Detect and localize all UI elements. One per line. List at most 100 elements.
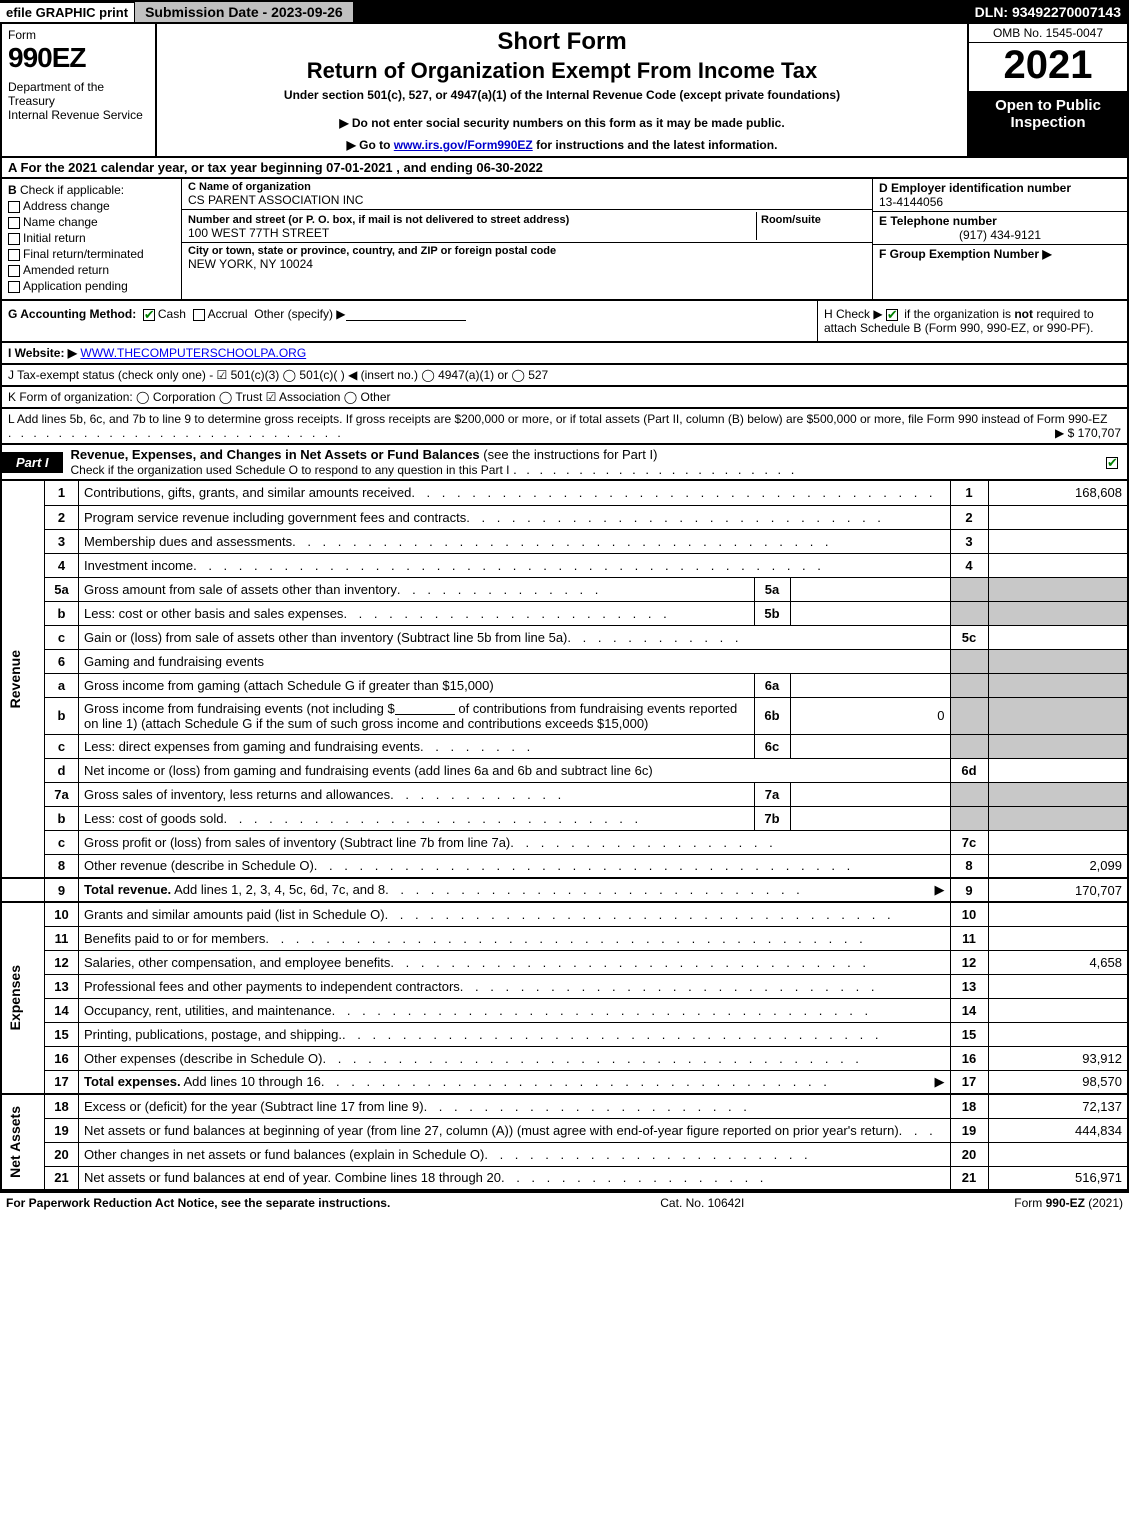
efile-label: efile GRAPHIC print xyxy=(0,3,134,22)
form-number: 990EZ xyxy=(8,42,149,74)
top-bar: efile GRAPHIC print Submission Date - 20… xyxy=(0,0,1129,24)
row-14: 14 Occupancy, rent, utilities, and maint… xyxy=(1,998,1128,1022)
l-text: L Add lines 5b, 6c, and 7b to line 9 to … xyxy=(8,412,1107,426)
chk-h[interactable] xyxy=(886,309,898,321)
row-21: 21 Net assets or fund balances at end of… xyxy=(1,1166,1128,1190)
row-10: Expenses 10 Grants and similar amounts p… xyxy=(1,902,1128,926)
part1-sub: Check if the organization used Schedule … xyxy=(71,463,510,477)
other-specify-input[interactable] xyxy=(346,309,466,321)
short-form-title: Short Form xyxy=(165,28,959,56)
phone: (917) 434-9121 xyxy=(879,228,1121,242)
f-label: F Group Exemption Number ▶ xyxy=(879,247,1052,261)
row-18: Net Assets 18 Excess or (deficit) for th… xyxy=(1,1094,1128,1118)
row-15: 15 Printing, publications, postage, and … xyxy=(1,1022,1128,1046)
g-label: G Accounting Method: xyxy=(8,307,136,321)
chk-initial-return[interactable]: Initial return xyxy=(8,231,175,245)
chk-cash[interactable] xyxy=(143,309,155,321)
row-12: 12 Salaries, other compensation, and emp… xyxy=(1,950,1128,974)
footer-mid: Cat. No. 10642I xyxy=(390,1196,1014,1210)
c-name-label: C Name of organization xyxy=(188,181,866,193)
side-net-assets: Net Assets xyxy=(7,1106,23,1178)
header-mid: Short Form Return of Organization Exempt… xyxy=(157,24,967,156)
h-check: H Check ▶ if the organization is not req… xyxy=(817,301,1127,341)
row-1: Revenue 1 Contributions, gifts, grants, … xyxy=(1,481,1128,505)
city: NEW YORK, NY 10024 xyxy=(188,257,866,271)
chk-name-change[interactable]: Name change xyxy=(8,215,175,229)
dept-label: Department of the Treasury Internal Reve… xyxy=(8,80,149,122)
city-label: City or town, state or province, country… xyxy=(188,245,866,257)
goto-link[interactable]: www.irs.gov/Form990EZ xyxy=(394,138,533,152)
row-5a: 5a Gross amount from sale of assets othe… xyxy=(1,577,1128,601)
line-j: J Tax-exempt status (check only one) - ☑… xyxy=(0,365,1129,387)
footer-left: For Paperwork Reduction Act Notice, see … xyxy=(6,1196,390,1210)
chk-part1-schedule-o[interactable] xyxy=(1106,457,1118,469)
submission-date: Submission Date - 2023-09-26 xyxy=(134,1,354,23)
open-to-public: Open to Public Inspection xyxy=(969,91,1127,156)
line-k: K Form of organization: ◯ Corporation ◯ … xyxy=(0,387,1129,409)
row-9: 9 Total revenue. Add lines 1, 2, 3, 4, 5… xyxy=(1,878,1128,902)
row-8: 8 Other revenue (describe in Schedule O)… xyxy=(1,854,1128,878)
form-word: Form xyxy=(8,28,149,42)
g-accounting: G Accounting Method: Cash Accrual Other … xyxy=(2,301,817,341)
return-title: Return of Organization Exempt From Incom… xyxy=(165,58,959,84)
row-6a: a Gross income from gaming (attach Sched… xyxy=(1,673,1128,697)
part1-grid: Revenue 1 Contributions, gifts, grants, … xyxy=(0,481,1129,1191)
row-20: 20 Other changes in net assets or fund b… xyxy=(1,1142,1128,1166)
row-7c: c Gross profit or (loss) from sales of i… xyxy=(1,830,1128,854)
section-bcdef: B Check if applicable: Address change Na… xyxy=(0,179,1129,301)
row-6b: b Gross income from fundraising events (… xyxy=(1,697,1128,734)
side-expenses: Expenses xyxy=(7,965,23,1030)
website-link[interactable]: WWW.THECOMPUTERSCHOOLPA.ORG xyxy=(80,346,306,360)
row-6c: c Less: direct expenses from gaming and … xyxy=(1,734,1128,758)
part1-title: Revenue, Expenses, and Changes in Net As… xyxy=(63,445,1106,479)
row-19: 19 Net assets or fund balances at beginn… xyxy=(1,1118,1128,1142)
row-4: 4 Investment income. . . . . . . . . . .… xyxy=(1,553,1128,577)
chk-address-change[interactable]: Address change xyxy=(8,199,175,213)
org-name: CS PARENT ASSOCIATION INC xyxy=(188,193,866,207)
goto-pre: ▶ Go to xyxy=(347,138,394,152)
row-5b: b Less: cost or other basis and sales ex… xyxy=(1,601,1128,625)
goto-post: for instructions and the latest informat… xyxy=(533,138,778,152)
row-3: 3 Membership dues and assessments. . . .… xyxy=(1,529,1128,553)
column-c: C Name of organization CS PARENT ASSOCIA… xyxy=(182,179,872,299)
line-a: A For the 2021 calendar year, or tax yea… xyxy=(0,158,1129,179)
section-gh: G Accounting Method: Cash Accrual Other … xyxy=(0,301,1129,343)
ein: 13-4144056 xyxy=(879,195,943,209)
b-letter: B xyxy=(8,183,17,197)
6b-blank[interactable] xyxy=(395,703,455,715)
tax-year: 2021 xyxy=(969,43,1127,91)
e-label: E Telephone number xyxy=(879,214,997,228)
do-not-enter: ▶ Do not enter social security numbers o… xyxy=(165,116,959,130)
column-de: D Employer identification number 13-4144… xyxy=(872,179,1127,299)
header-left: Form 990EZ Department of the Treasury In… xyxy=(2,24,157,156)
chk-amended-return[interactable]: Amended return xyxy=(8,263,175,277)
column-b: B Check if applicable: Address change Na… xyxy=(2,179,182,299)
footer-right: Form 990-EZ (2021) xyxy=(1014,1196,1123,1210)
row-13: 13 Professional fees and other payments … xyxy=(1,974,1128,998)
l-amount: ▶ $ 170,707 xyxy=(1055,426,1121,440)
header-right: OMB No. 1545-0047 2021 Open to Public In… xyxy=(967,24,1127,156)
street: 100 WEST 77TH STREET xyxy=(188,226,329,240)
street-label: Number and street (or P. O. box, if mail… xyxy=(188,214,569,226)
form-header: Form 990EZ Department of the Treasury In… xyxy=(0,24,1129,158)
row-16: 16 Other expenses (describe in Schedule … xyxy=(1,1046,1128,1070)
row-17: 17 Total expenses. Add lines 10 through … xyxy=(1,1070,1128,1094)
side-revenue: Revenue xyxy=(7,650,23,708)
chk-final-return[interactable]: Final return/terminated xyxy=(8,247,175,261)
dln: DLN: 93492270007143 xyxy=(975,4,1129,20)
line-i: I Website: ▶ WWW.THECOMPUTERSCHOOLPA.ORG xyxy=(0,343,1129,365)
chk-application-pending[interactable]: Application pending xyxy=(8,279,175,293)
row-6d: d Net income or (loss) from gaming and f… xyxy=(1,758,1128,782)
line-l: L Add lines 5b, 6c, and 7b to line 9 to … xyxy=(0,409,1129,445)
part1-tab: Part I xyxy=(2,452,63,473)
b-lead: Check if applicable: xyxy=(20,183,124,197)
row-5c: c Gain or (loss) from sale of assets oth… xyxy=(1,625,1128,649)
part1-header: Part I Revenue, Expenses, and Changes in… xyxy=(0,445,1129,481)
row-6: 6 Gaming and fundraising events xyxy=(1,649,1128,673)
chk-accrual[interactable] xyxy=(193,309,205,321)
row-11: 11 Benefits paid to or for members. . . … xyxy=(1,926,1128,950)
goto-line: ▶ Go to www.irs.gov/Form990EZ for instru… xyxy=(165,138,959,152)
d-label: D Employer identification number xyxy=(879,181,1071,195)
omb-number: OMB No. 1545-0047 xyxy=(969,24,1127,43)
row-2: 2 Program service revenue including gove… xyxy=(1,505,1128,529)
